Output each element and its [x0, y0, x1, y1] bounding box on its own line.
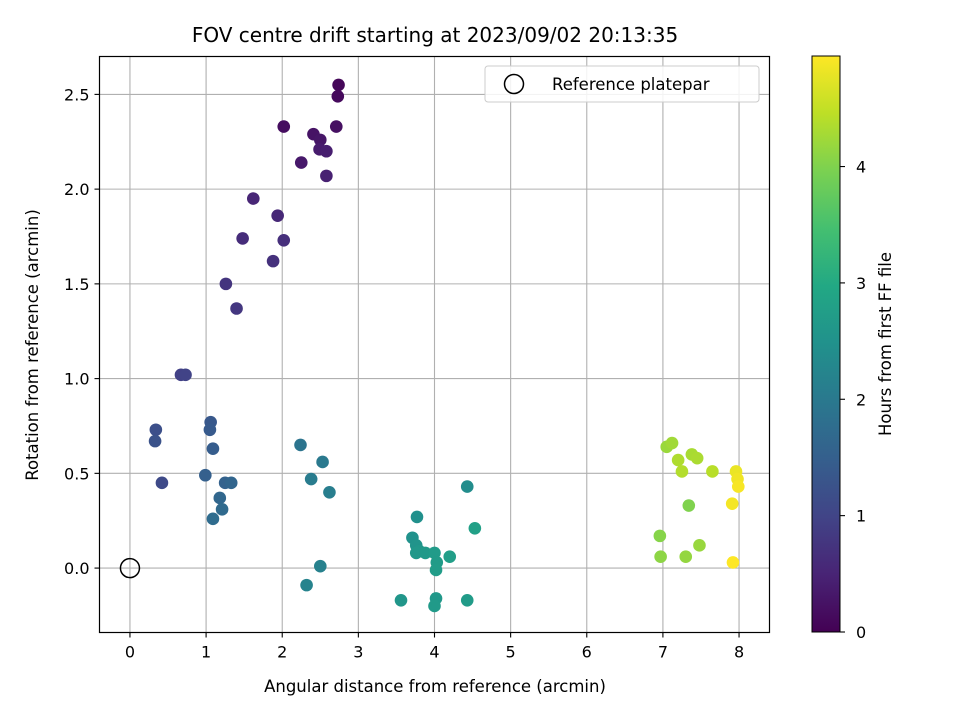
y-tick-label: 0.0	[64, 559, 89, 578]
data-point	[246, 192, 260, 205]
x-tick-label: 2	[277, 643, 287, 662]
data-point	[706, 465, 719, 478]
data-point	[429, 563, 443, 577]
data-point	[331, 89, 345, 103]
colorbar-label: Hours from first FF file	[876, 252, 895, 436]
data-point	[428, 599, 441, 613]
data-points	[148, 78, 745, 613]
data-point	[323, 485, 336, 499]
y-axis-ticks: 0.0 0.5 1.0 1.5 2.0 2.5	[64, 85, 100, 578]
data-point	[460, 480, 474, 493]
data-point	[410, 510, 424, 524]
reference-point-marker	[119, 557, 141, 579]
data-point	[320, 169, 333, 183]
data-point	[219, 277, 233, 291]
data-point	[294, 438, 307, 452]
data-point	[665, 436, 679, 450]
colorbar-tick-label: 0	[856, 623, 866, 642]
y-tick-label: 0.5	[64, 464, 89, 483]
data-point	[443, 550, 457, 564]
data-point	[320, 144, 333, 158]
x-tick-label: 8	[734, 643, 744, 662]
data-point	[428, 546, 441, 560]
data-point	[266, 254, 280, 268]
data-point	[313, 133, 327, 147]
data-point	[675, 465, 689, 478]
legend-reference-marker	[503, 73, 525, 95]
data-point	[300, 578, 313, 592]
colorbar-tick-label: 3	[856, 274, 866, 293]
data-point	[179, 368, 192, 382]
x-tick-label: 1	[201, 643, 211, 662]
y-tick-label: 1.5	[64, 275, 89, 294]
y-tick-label: 2.5	[64, 85, 89, 104]
data-point	[304, 472, 318, 486]
data-point	[155, 476, 169, 490]
legend-box	[484, 65, 760, 103]
y-tick-label: 1.0	[64, 370, 89, 389]
legend-label: Reference platepar	[552, 75, 710, 94]
x-tick-label: 5	[506, 643, 516, 662]
data-point	[679, 550, 693, 564]
x-tick-label: 3	[353, 643, 363, 662]
data-point	[671, 453, 685, 467]
colorbar-tick-label: 2	[856, 390, 866, 409]
colorbar-tick-label: 1	[856, 507, 866, 526]
x-tick-label: 7	[658, 643, 668, 662]
data-point	[725, 497, 739, 510]
y-tick-label: 2.0	[64, 180, 89, 199]
data-point	[313, 559, 327, 573]
colorbar: 0 1 2 3 4 Hours from first FF file	[811, 55, 895, 642]
chart-title: FOV centre drift starting at 2023/09/02 …	[192, 23, 678, 47]
data-point	[654, 550, 667, 564]
data-point	[224, 476, 238, 490]
data-point	[149, 423, 163, 437]
data-point	[731, 480, 745, 493]
x-tick-label: 4	[429, 643, 439, 662]
data-point	[690, 451, 704, 465]
data-point	[271, 209, 284, 222]
data-point	[682, 499, 696, 512]
data-point	[332, 78, 345, 92]
colorbar-ticks: 0 1 2 3 4	[840, 158, 866, 642]
data-point	[236, 232, 249, 245]
data-point	[215, 503, 229, 516]
data-point	[277, 233, 291, 247]
data-point	[726, 556, 740, 569]
data-point	[213, 491, 227, 505]
data-point	[206, 512, 220, 526]
y-axis-label: Rotation from reference (arcmin)	[23, 209, 42, 481]
data-point	[203, 423, 217, 437]
x-tick-label: 0	[125, 643, 135, 662]
data-point	[294, 156, 308, 169]
data-point	[230, 302, 243, 315]
grid	[99, 56, 770, 633]
legend: Reference platepar	[484, 65, 760, 103]
data-point	[206, 442, 220, 456]
data-point	[148, 434, 162, 448]
x-axis-ticks: 0 1 2 3 4 5 6 7 8	[125, 632, 744, 662]
data-point	[409, 546, 423, 560]
data-point	[460, 593, 474, 607]
data-point	[653, 529, 667, 543]
data-point	[468, 521, 482, 535]
x-tick-label: 6	[582, 643, 592, 662]
data-point	[316, 455, 329, 469]
x-axis-label: Angular distance from reference (arcmin)	[264, 677, 606, 696]
data-point	[419, 546, 432, 560]
data-point	[277, 120, 291, 133]
data-point	[199, 468, 212, 482]
data-point	[329, 120, 343, 133]
data-point	[394, 593, 408, 607]
colorbar-tick-label: 4	[856, 158, 866, 177]
colorbar-gradient	[811, 55, 841, 633]
data-point	[693, 539, 706, 552]
